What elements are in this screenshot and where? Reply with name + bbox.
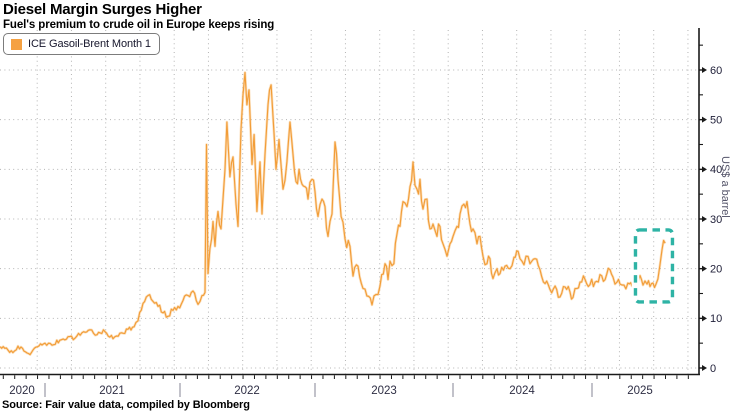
source-note: Source: Fair value data, compiled by Blo… [2, 399, 250, 411]
highlight-box-glow [631, 226, 677, 306]
page-subtitle: Fuel's premium to crude oil in Europe ke… [3, 19, 275, 31]
y-tick-arrow-icon [702, 166, 707, 173]
legend-swatch-icon [11, 38, 22, 50]
x-year-label: 2024 [509, 385, 535, 397]
y-tick-label: 50 [710, 114, 722, 126]
x-year-label: 2023 [371, 385, 397, 397]
legend-box[interactable]: ICE Gasoil-Brent Month 1 [3, 33, 160, 55]
y-tick-label: 20 [710, 263, 722, 275]
y-tick-arrow-icon [702, 66, 707, 73]
series-line [0, 71, 666, 356]
x-year-label: 2022 [234, 385, 260, 397]
y-tick-arrow-icon [702, 265, 707, 272]
y-tick-label: 10 [710, 313, 722, 325]
y-tick-arrow-icon [702, 116, 707, 123]
x-year-label: 2021 [99, 385, 125, 397]
y-tick-label: 40 [710, 164, 722, 176]
legend-label: ICE Gasoil-Brent Month 1 [28, 38, 151, 50]
y-tick-label: 30 [710, 214, 722, 226]
x-year-label: 2025 [627, 385, 653, 397]
x-year-label: 2020 [9, 385, 35, 397]
series-line-halo [0, 71, 667, 356]
y-tick-arrow-icon [702, 215, 707, 222]
y-axis-title: US$ a barrel [719, 156, 731, 218]
page-title: Diesel Margin Surges Higher [3, 1, 202, 18]
y-tick-label: 60 [710, 65, 722, 77]
y-tick-label: 0 [710, 363, 716, 375]
y-tick-arrow-icon [702, 365, 707, 371]
y-tick-arrow-icon [702, 315, 707, 322]
highlight-box [633, 228, 675, 304]
